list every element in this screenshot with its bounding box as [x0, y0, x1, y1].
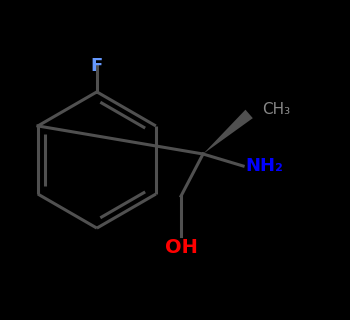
Text: OH: OH [164, 238, 197, 257]
Text: CH₃: CH₃ [262, 102, 290, 117]
Text: F: F [91, 57, 103, 75]
Polygon shape [203, 110, 253, 154]
Text: NH₂: NH₂ [245, 157, 283, 175]
